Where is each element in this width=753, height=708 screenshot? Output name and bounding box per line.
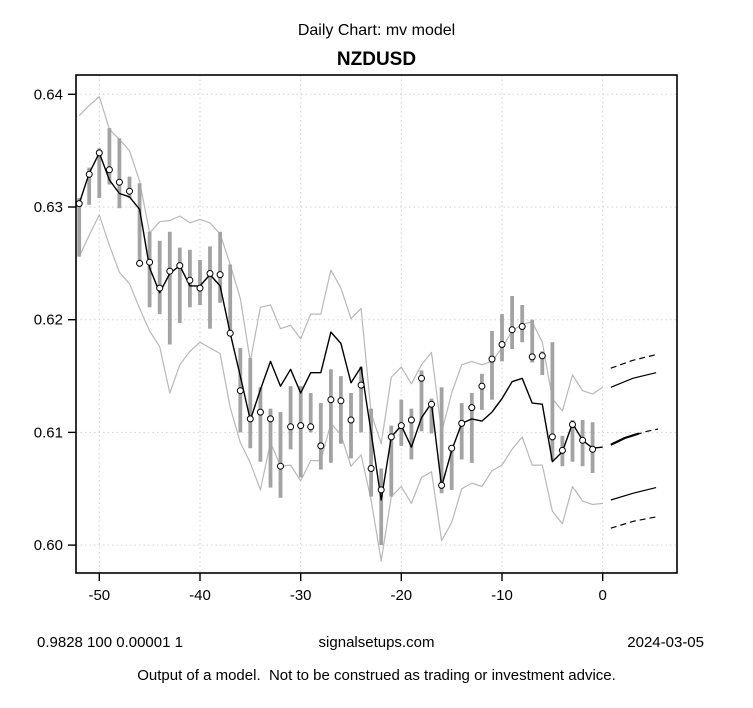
forecast-upper-inner-solid bbox=[610, 372, 657, 388]
svg-text:0.62: 0.62 bbox=[34, 312, 63, 329]
svg-text:0.64: 0.64 bbox=[34, 86, 63, 103]
forecast-mean-solid bbox=[610, 432, 640, 446]
svg-text:-30: -30 bbox=[290, 587, 312, 604]
chart-title: Daily Chart: mv model bbox=[297, 22, 456, 39]
forecast-mean-dashed-tail bbox=[635, 428, 659, 436]
forecast-lower-inner-solid bbox=[610, 487, 657, 501]
website-text: signalsetups.com bbox=[318, 634, 435, 651]
svg-text:-20: -20 bbox=[390, 587, 412, 604]
svg-text:-10: -10 bbox=[491, 587, 513, 604]
chart-symbol-subtitle: NZDUSD bbox=[336, 49, 417, 70]
model-parameters-text: 0.9828 100 0.00001 1 bbox=[37, 634, 183, 651]
svg-text:0: 0 bbox=[599, 587, 607, 604]
svg-text:-50: -50 bbox=[88, 587, 110, 604]
disclaimer-text: Output of a model. Not to be construed a… bbox=[137, 667, 616, 684]
model-line bbox=[78, 152, 603, 501]
upper-band-line bbox=[78, 95, 604, 445]
forecast-upper-outer-dashed bbox=[610, 354, 657, 369]
forecast-lower-outer-dashed bbox=[610, 516, 657, 529]
svg-text:0.63: 0.63 bbox=[34, 199, 63, 216]
svg-text:0.60: 0.60 bbox=[34, 537, 63, 554]
chart-date-text: 2024-03-05 bbox=[627, 634, 704, 651]
svg-text:0.61: 0.61 bbox=[34, 424, 63, 441]
svg-text:-40: -40 bbox=[189, 587, 211, 604]
